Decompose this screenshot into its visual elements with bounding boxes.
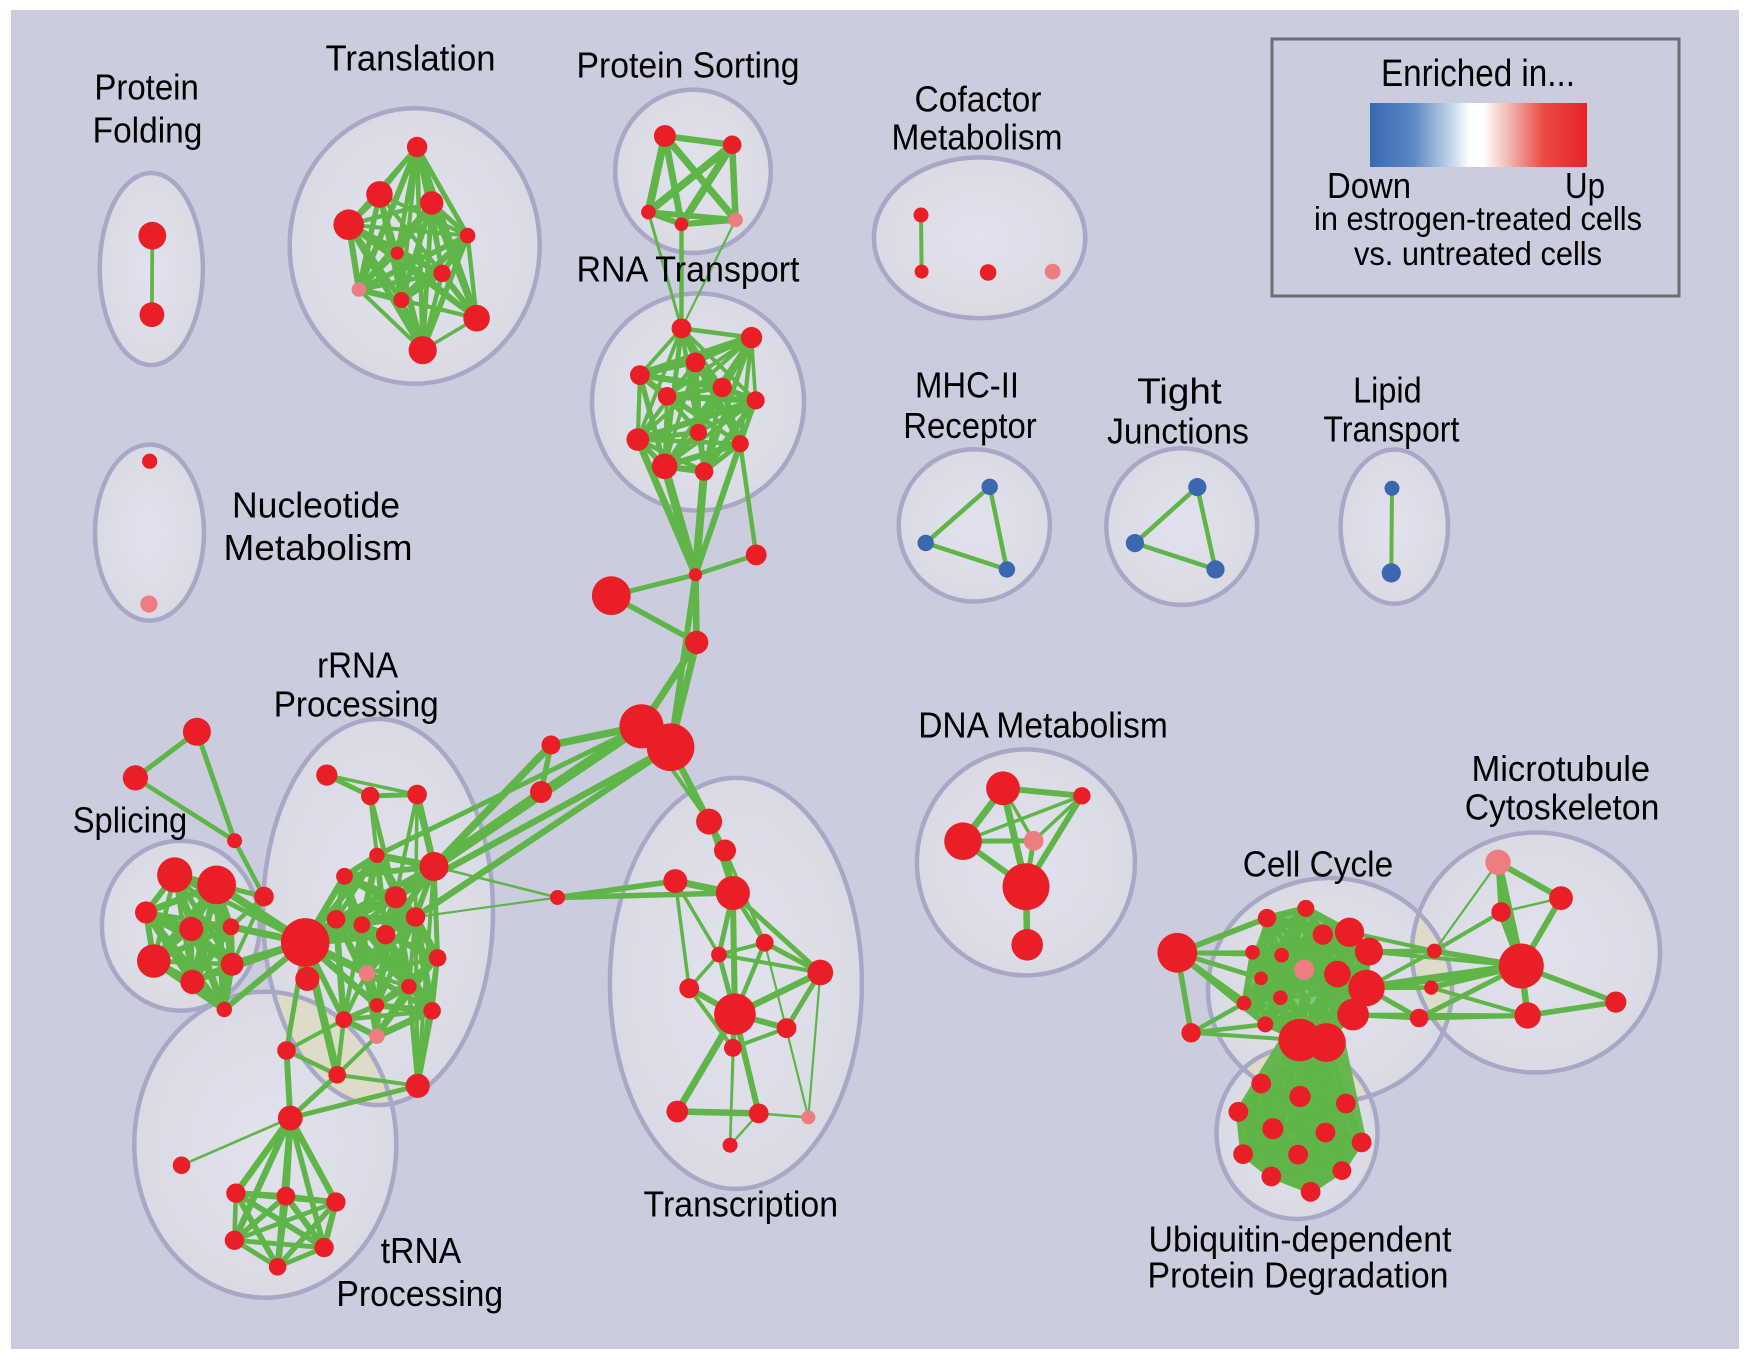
svg-text:Protein Degradation: Protein Degradation: [1148, 1254, 1449, 1295]
svg-text:vs. untreated cells: vs. untreated cells: [1354, 235, 1602, 272]
svg-text:Nucleotide: Nucleotide: [232, 485, 400, 526]
svg-text:Ubiquitin-dependent: Ubiquitin-dependent: [1149, 1219, 1452, 1260]
svg-text:Processing: Processing: [274, 683, 439, 724]
svg-text:MHC-II: MHC-II: [915, 364, 1019, 405]
svg-text:Processing: Processing: [336, 1273, 503, 1314]
svg-text:Protein: Protein: [94, 66, 199, 107]
svg-text:Tight: Tight: [1137, 371, 1222, 412]
svg-text:Transcription: Transcription: [644, 1184, 839, 1225]
svg-text:Lipid: Lipid: [1353, 370, 1422, 411]
svg-text:Cofactor: Cofactor: [915, 79, 1042, 120]
svg-text:Translation: Translation: [326, 37, 496, 78]
svg-text:Cytoskeleton: Cytoskeleton: [1465, 786, 1660, 827]
svg-text:Splicing: Splicing: [73, 799, 188, 840]
svg-text:Microtubule: Microtubule: [1471, 748, 1650, 789]
svg-text:in estrogen-treated cells: in estrogen-treated cells: [1314, 200, 1642, 237]
svg-text:Up: Up: [1565, 165, 1605, 206]
svg-text:Metabolism: Metabolism: [224, 527, 413, 568]
svg-text:tRNA: tRNA: [381, 1230, 461, 1271]
svg-text:DNA Metabolism: DNA Metabolism: [918, 705, 1168, 746]
svg-text:rRNA: rRNA: [317, 644, 398, 685]
svg-text:Junctions: Junctions: [1107, 411, 1249, 452]
svg-text:Metabolism: Metabolism: [892, 116, 1063, 157]
svg-text:Folding: Folding: [93, 109, 203, 150]
svg-text:Cell Cycle: Cell Cycle: [1243, 843, 1393, 884]
svg-text:Protein Sorting: Protein Sorting: [577, 45, 800, 86]
svg-text:Transport: Transport: [1323, 408, 1459, 449]
svg-text:Receptor: Receptor: [903, 405, 1037, 446]
svg-text:RNA Transport: RNA Transport: [577, 249, 800, 290]
svg-text:Enriched in...: Enriched in...: [1381, 53, 1575, 95]
svg-text:Down: Down: [1327, 165, 1411, 206]
